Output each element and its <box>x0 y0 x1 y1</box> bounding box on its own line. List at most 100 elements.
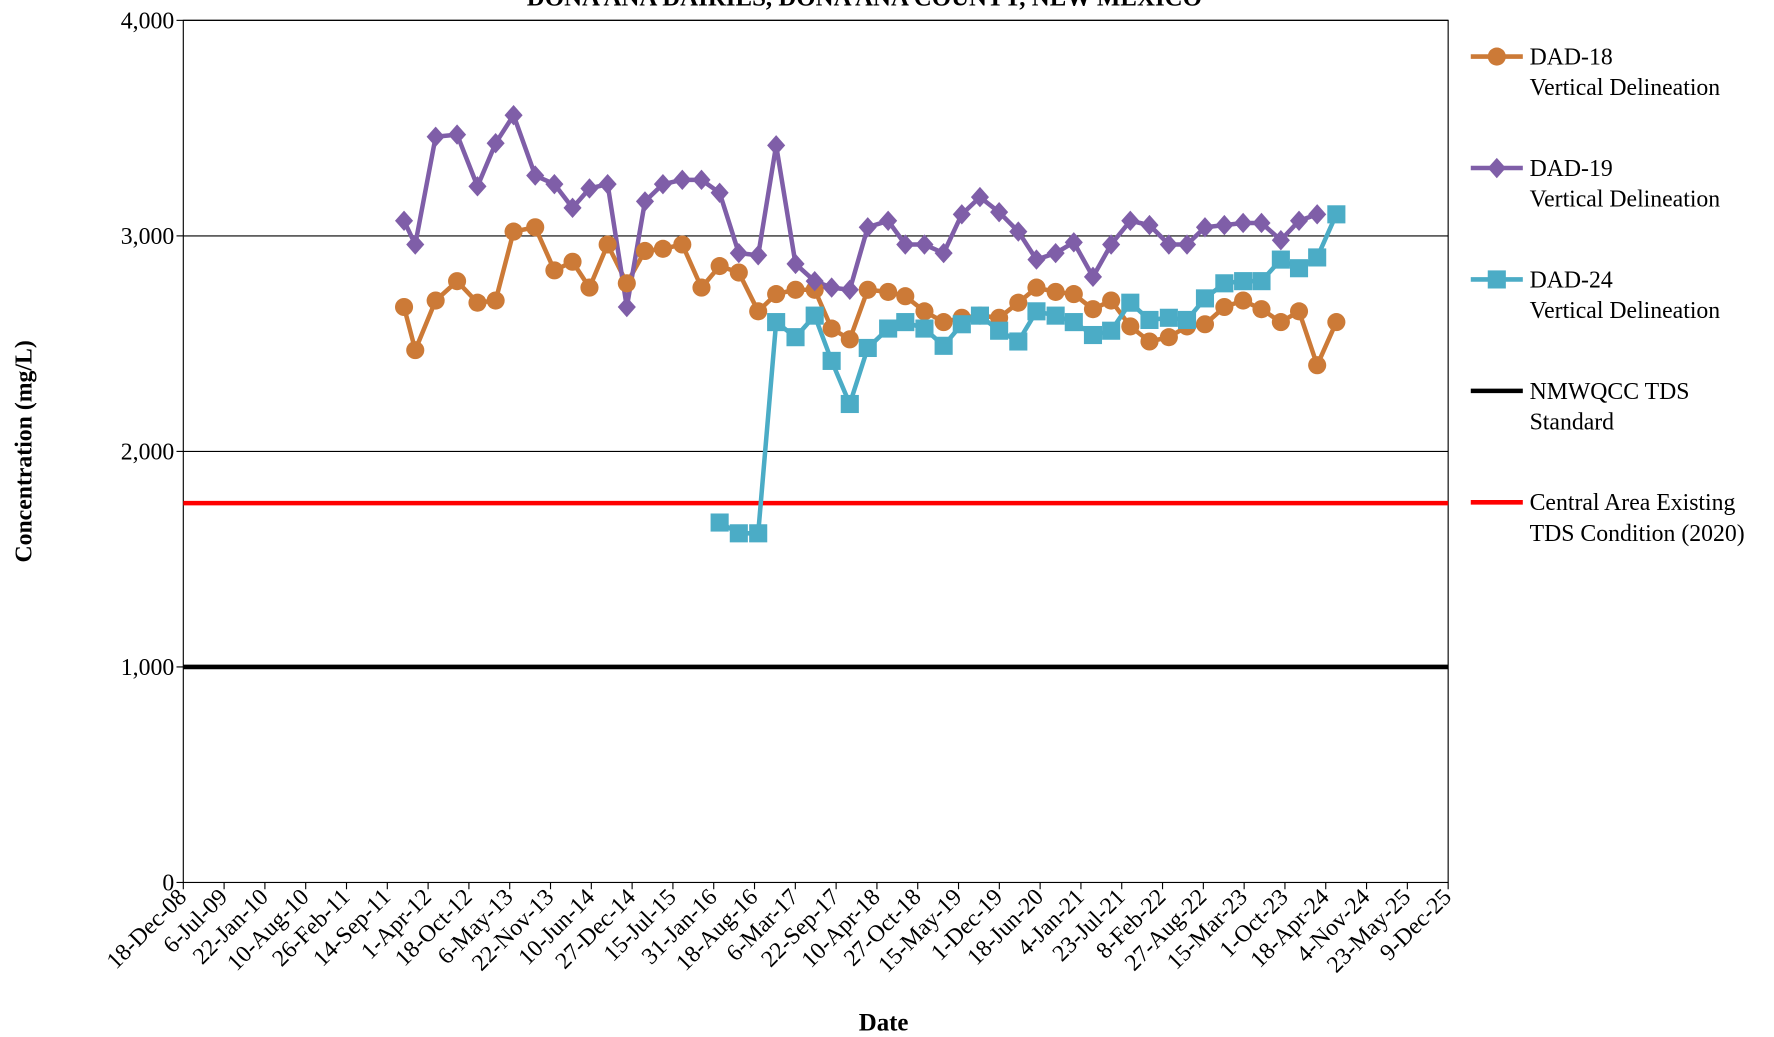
marker <box>1083 325 1103 345</box>
marker <box>1195 289 1215 308</box>
marker <box>598 235 617 254</box>
marker <box>896 313 915 332</box>
legend-label: NMWQCC TDS Standard <box>1530 379 1690 436</box>
marker <box>822 351 841 370</box>
marker <box>1327 205 1346 224</box>
marker <box>692 278 711 297</box>
legend-marker <box>1487 270 1506 289</box>
marker <box>1159 308 1178 327</box>
marker <box>879 282 898 301</box>
marker <box>767 313 786 332</box>
marker <box>879 319 898 338</box>
legend-label: DAD-18 Vertical Delineation <box>1530 44 1721 101</box>
marker <box>1289 259 1309 278</box>
marker <box>1083 300 1103 319</box>
marker <box>1271 313 1290 332</box>
marker <box>858 280 877 299</box>
x-axis-label: Date <box>859 1010 909 1037</box>
legend-label: DAD-24 Vertical Delineation <box>1530 267 1721 324</box>
marker <box>526 165 545 186</box>
marker <box>934 313 953 332</box>
marker <box>563 252 582 271</box>
marker <box>805 306 824 325</box>
chart-title: DONA ANA DAIRIES, DONA ANA COUNTY, NEW M… <box>527 0 1202 12</box>
marker <box>952 315 971 334</box>
marker <box>1046 242 1065 264</box>
marker <box>486 291 505 310</box>
marker <box>729 263 748 282</box>
marker <box>394 210 414 231</box>
marker <box>1215 214 1234 236</box>
y-tick-label: 2,000 <box>121 439 174 465</box>
marker <box>840 330 859 349</box>
marker <box>673 169 692 191</box>
marker <box>896 287 915 306</box>
marker <box>1102 321 1121 340</box>
marker <box>1327 313 1346 332</box>
marker <box>822 277 841 298</box>
marker <box>915 302 934 321</box>
marker <box>840 394 859 414</box>
marker <box>1159 234 1178 255</box>
marker <box>822 319 841 338</box>
marker <box>858 217 877 238</box>
marker <box>710 513 729 532</box>
marker <box>1009 221 1028 242</box>
y-tick-label: 0 <box>162 870 174 896</box>
marker <box>767 285 786 304</box>
marker <box>1252 272 1271 291</box>
marker <box>1308 248 1327 267</box>
marker <box>504 222 523 241</box>
marker <box>635 241 655 261</box>
marker <box>617 296 636 318</box>
marker <box>504 105 523 126</box>
marker <box>990 321 1009 340</box>
marker <box>1234 291 1253 310</box>
legend-label: Central Area Existing TDS Condition (2020… <box>1530 490 1745 547</box>
marker <box>406 234 425 255</box>
series-line <box>718 213 1339 536</box>
marker <box>970 186 990 208</box>
marker <box>394 297 414 317</box>
marker <box>1177 234 1197 255</box>
marker <box>1289 302 1309 321</box>
marker <box>1046 306 1065 325</box>
marker <box>1289 210 1309 231</box>
marker <box>1009 293 1028 312</box>
marker <box>1121 293 1140 312</box>
marker <box>805 270 824 292</box>
marker <box>915 234 934 255</box>
marker <box>545 261 564 280</box>
marker <box>426 291 445 310</box>
marker <box>635 191 655 212</box>
marker <box>749 302 768 321</box>
marker <box>749 245 768 266</box>
marker <box>1308 204 1327 225</box>
marker <box>1215 274 1234 293</box>
marker <box>448 272 467 291</box>
marker <box>1252 212 1271 234</box>
marker <box>598 173 617 195</box>
marker <box>1027 302 1046 321</box>
marker <box>729 242 748 264</box>
marker <box>617 274 636 293</box>
marker <box>896 234 915 255</box>
marker <box>729 524 748 543</box>
legend-label: DAD-19 Vertical Delineation <box>1530 156 1721 213</box>
marker <box>580 278 599 297</box>
marker <box>786 280 805 299</box>
y-tick-label: 3,000 <box>121 224 174 250</box>
marker <box>1064 313 1083 332</box>
marker <box>1046 282 1065 301</box>
marker <box>710 182 729 203</box>
series-line <box>401 112 1318 310</box>
marker <box>1140 332 1159 351</box>
marker <box>767 135 786 156</box>
marker <box>1252 300 1271 319</box>
marker <box>1195 217 1215 238</box>
marker <box>468 176 487 197</box>
marker <box>426 126 445 147</box>
marker <box>653 239 672 258</box>
marker <box>1009 332 1028 351</box>
